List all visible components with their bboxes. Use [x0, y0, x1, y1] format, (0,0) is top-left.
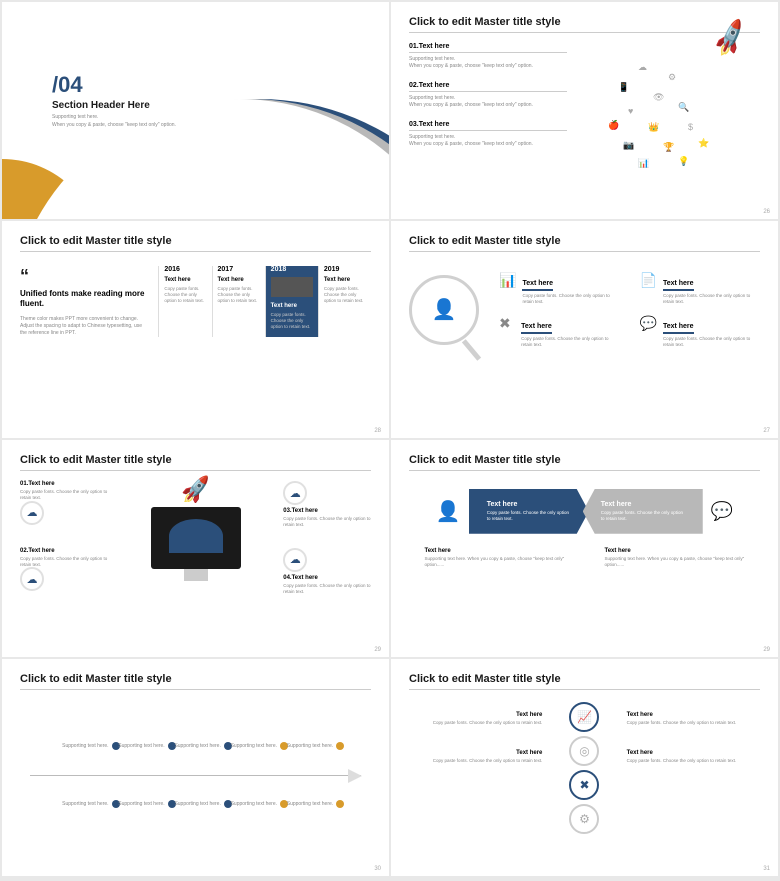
circle-icon: 📈 [569, 702, 599, 732]
grid-item: 📊Text hereCopy paste fonts. Choose the o… [499, 272, 620, 305]
fish-point: Supporting text here. [287, 800, 344, 808]
slide-monitor-rocket: Click to edit Master title style 01.Text… [2, 440, 389, 657]
slide-grid-4: Click to edit Master title style 👤 📊Text… [391, 221, 778, 438]
fish-point: Supporting text here. [118, 742, 175, 750]
fish-point: Supporting text here. [287, 742, 344, 750]
magnifier-icon: 👤 [409, 275, 479, 345]
text-item: Text hereCopy paste fonts. Choose the on… [627, 750, 760, 764]
page-number: 28 [374, 428, 381, 434]
cloud-icon: ☁ [283, 548, 307, 572]
page-number: 30 [374, 866, 381, 872]
circle-icon: ⚙ [569, 804, 599, 834]
slide-title: Click to edit Master title style [20, 235, 371, 252]
arrow-right: Text hereCopy paste fonts. Choose the on… [583, 489, 703, 534]
page-number: 27 [763, 428, 770, 434]
list-item: 01.Text hereSupporting text here.When yo… [409, 43, 567, 70]
below-item: Text hereSupporting text here. When you … [605, 548, 745, 568]
description: Theme color makes PPT more convenient to… [20, 316, 146, 337]
fish-point: Supporting text here. [174, 742, 231, 750]
slide-rocket-list: Click to edit Master title style 01.Text… [391, 2, 778, 219]
circle-chain: 📈 ◎ ✖ ⚙ [542, 702, 626, 834]
point-item: 01.Text hereCopy paste fonts. Choose the… [20, 481, 108, 528]
fish-point: Supporting text here. [231, 742, 288, 750]
headline: Unified fonts make reading more fluent. [20, 289, 146, 310]
slide-fishbone: Click to edit Master title style Support… [2, 659, 389, 876]
fish-point: Supporting text here. [62, 742, 119, 750]
timeline-year: 2016Text hereCopy paste fonts. Choose th… [158, 266, 211, 337]
timeline-year-highlight: 2018Text hereCopy paste fonts. Choose th… [265, 266, 318, 337]
point-item: ☁04.Text hereCopy paste fonts. Choose th… [283, 548, 371, 595]
page-number: 29 [374, 647, 381, 653]
slide-circles: Click to edit Master title style Text he… [391, 659, 778, 876]
timeline: 2016Text hereCopy paste fonts. Choose th… [158, 266, 371, 337]
slide-section-header: /04 Section Header Here Supporting text … [2, 2, 389, 219]
tools-icon: ✖ [499, 315, 515, 348]
monitor-graphic: 🚀 [108, 481, 284, 594]
quote-icon: “ [20, 266, 146, 287]
section-title: Section Header Here [52, 100, 176, 111]
grid-item: 💬Text hereCopy paste fonts. Choose the o… [640, 315, 761, 348]
page-number: 29 [763, 647, 770, 653]
chart-icon: 📊 [499, 272, 516, 305]
cloud-icon: ☁ [20, 501, 44, 525]
circle-icon: ◎ [569, 736, 599, 766]
rocket-icon: 🚀 [179, 475, 211, 506]
page-number: 26 [763, 209, 770, 215]
slide-title: Click to edit Master title style [409, 673, 760, 690]
slide-title: Click to edit Master title style [20, 454, 371, 471]
list-item: 02.Text hereSupporting text here.When yo… [409, 82, 567, 109]
arrow-left: Text hereCopy paste fonts. Choose the on… [469, 489, 589, 534]
grid-item: 📄Text hereCopy paste fonts. Choose the o… [640, 272, 761, 305]
fish-point: Supporting text here. [118, 800, 175, 808]
grid-item: ✖Text hereCopy paste fonts. Choose the o… [499, 315, 620, 348]
rocket-icon: 🚀 [709, 17, 753, 60]
fish-point: Supporting text here. [174, 800, 231, 808]
doc-icon: 📄 [640, 272, 657, 305]
below-item: Text hereSupporting text here. When you … [425, 548, 565, 568]
slide-title: Click to edit Master title style [409, 235, 760, 252]
circle-icon: ✖ [569, 770, 599, 800]
cloud-icon: ☁ [20, 567, 44, 591]
chat-icon: 💬 [711, 501, 733, 522]
slide-title: Click to edit Master title style [20, 673, 371, 690]
slide-arrows: Click to edit Master title style 👤 Text … [391, 440, 778, 657]
slide-title: Click to edit Master title style [409, 454, 760, 471]
text-item: Text hereCopy paste fonts. Choose the on… [627, 712, 760, 726]
page-number: 31 [763, 866, 770, 872]
point-item: 02.Text hereCopy paste fonts. Choose the… [20, 548, 108, 595]
section-number: /04 [52, 72, 176, 98]
fish-point: Supporting text here. [62, 800, 119, 808]
timeline-year: 2017Text hereCopy paste fonts. Choose th… [212, 266, 265, 337]
section-sub: Supporting text here.When you copy & pas… [52, 114, 176, 129]
timeline-year: 2019Text hereCopy paste fonts. Choose th… [318, 266, 371, 337]
point-item: ☁03.Text hereCopy paste fonts. Choose th… [283, 481, 371, 528]
list-item: 03.Text hereSupporting text here.When yo… [409, 121, 567, 148]
chat-icon: 💬 [640, 315, 657, 348]
slide-timeline: Click to edit Master title style “ Unifi… [2, 221, 389, 438]
person-icon: 👤 [436, 499, 461, 524]
rocket-graphic: 🚀 ☁⚙📱 👁♥🔍 🍎👑$ 📷🏆⭐ 📊💡 [598, 22, 758, 192]
text-item: Text hereCopy paste fonts. Choose the on… [409, 750, 542, 764]
fish-point: Supporting text here. [231, 800, 288, 808]
cloud-icon: ☁ [283, 481, 307, 505]
text-item: Text hereCopy paste fonts. Choose the on… [409, 712, 542, 726]
